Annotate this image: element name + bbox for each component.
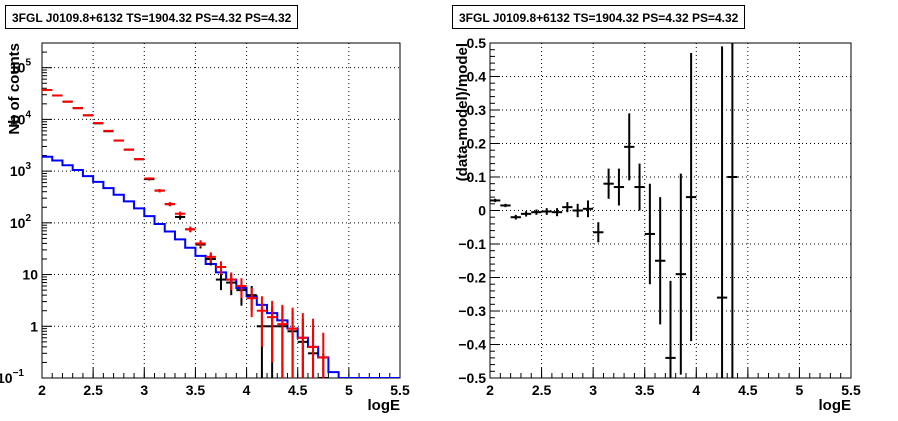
left-chart-title: 3FGL J0109.8+6132 TS=1904.32 PS=4.32 PS=… xyxy=(5,5,299,29)
left-y-tick-exponent: −1 xyxy=(13,368,25,379)
right-y-tick-label: −0.2 xyxy=(458,270,486,286)
right-x-tick-label: 2.5 xyxy=(532,382,552,398)
left-x-tick-label: 3 xyxy=(140,382,148,398)
left-y-axis-title: Nb of counts xyxy=(6,43,23,135)
right-y-tick-label: 0.5 xyxy=(467,35,487,51)
left-x-tick-label: 4 xyxy=(243,382,251,398)
left-y-tick-exponent: 4 xyxy=(25,109,31,120)
left-y-tick-exponent: 3 xyxy=(25,161,31,172)
left-x-tick-label: 2 xyxy=(38,382,46,398)
left-y-tick-label: 10−1 xyxy=(0,368,24,386)
left-plot-frame xyxy=(41,42,401,379)
left-x-tick-label: 5.5 xyxy=(390,382,410,398)
right-x-tick-label: 3 xyxy=(589,382,597,398)
left-y-tick-exponent: 2 xyxy=(25,213,31,224)
right-y-tick-label: −0.5 xyxy=(458,370,486,386)
right-y-tick-label: −0.1 xyxy=(458,236,486,252)
right-chart-title: 3FGL J0109.8+6132 TS=1904.32 PS=4.32 PS=… xyxy=(452,5,746,29)
left-model-step-line xyxy=(42,155,400,378)
left-x-tick-label: 3.5 xyxy=(186,382,206,398)
left-data-layer xyxy=(42,89,400,378)
left-x-tick-label: 4.5 xyxy=(288,382,308,398)
left-y-tick-label: 102 xyxy=(10,213,32,231)
right-y-tick-label: 0.1 xyxy=(467,169,487,185)
right-x-tick-label: 4 xyxy=(692,382,700,398)
right-x-tick-label: 3.5 xyxy=(635,382,655,398)
right-data-layer xyxy=(490,43,738,378)
right-x-tick-label: 5 xyxy=(796,382,804,398)
right-x-axis-title: logE xyxy=(819,397,852,414)
right-y-tick-label: 0.4 xyxy=(467,69,487,85)
left-y-tick-label: 1 xyxy=(30,318,38,334)
left-y-tick-label: 10 xyxy=(22,267,38,283)
left-y-tick-label: 103 xyxy=(10,161,32,179)
right-x-tick-label: 2 xyxy=(486,382,494,398)
right-x-tick-label: 4.5 xyxy=(738,382,758,398)
right-y-tick-label: 0 xyxy=(478,203,486,219)
right-y-axis-title: (data-model)/model xyxy=(454,43,471,181)
right-x-tick-label: 5.5 xyxy=(841,382,861,398)
right-y-tick-label: 0.3 xyxy=(467,102,487,118)
right-y-tick-label: 0.2 xyxy=(467,136,487,152)
right-y-tick-label: −0.3 xyxy=(458,303,486,319)
left-y-tick-exponent: 5 xyxy=(25,58,31,69)
left-x-tick-label: 5 xyxy=(345,382,353,398)
left-x-tick-label: 2.5 xyxy=(83,382,103,398)
right-y-tick-label: −0.4 xyxy=(458,337,486,353)
left-x-axis-title: logE xyxy=(368,397,401,414)
